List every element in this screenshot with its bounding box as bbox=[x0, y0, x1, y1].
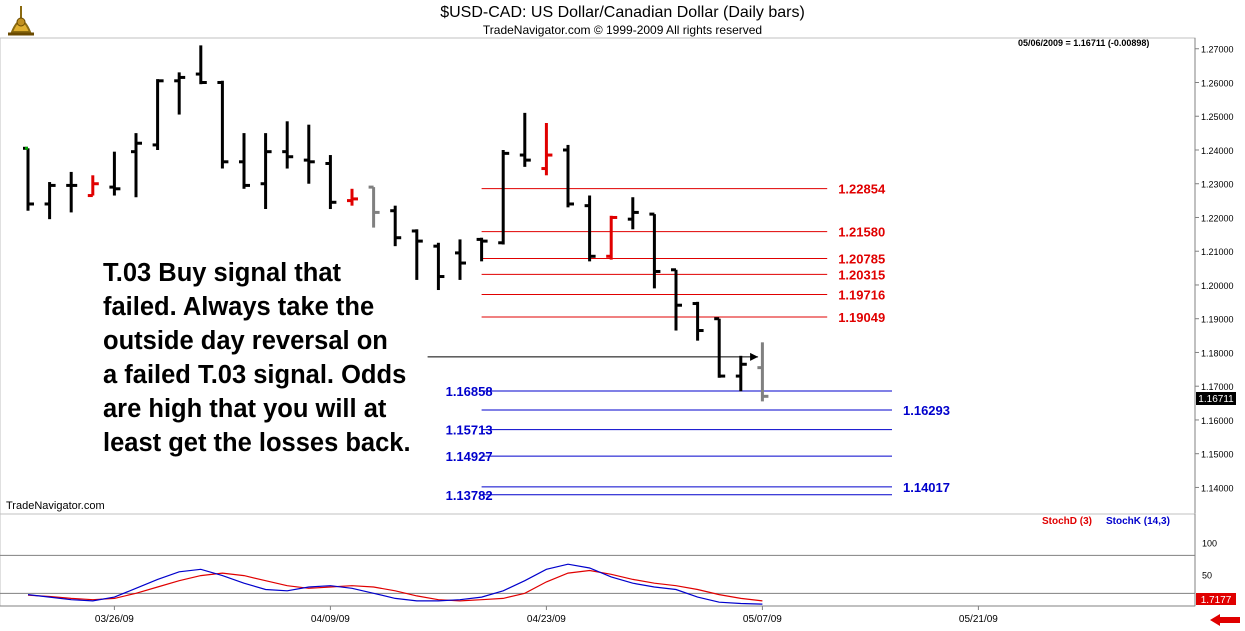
stoch-line-stochk bbox=[27, 563, 763, 605]
price-bar bbox=[735, 355, 747, 392]
level-label-1.19049: 1.19049 bbox=[838, 310, 885, 325]
price-bar bbox=[87, 175, 99, 198]
price-bar bbox=[519, 112, 531, 167]
price-bar bbox=[23, 146, 34, 211]
price-bar bbox=[584, 195, 596, 262]
price-tick-label: 1.15000 bbox=[1201, 450, 1234, 460]
stoch-last-label: 1.7177 bbox=[1201, 595, 1232, 606]
price-tick-label: 1.27000 bbox=[1201, 45, 1234, 55]
price-bar bbox=[757, 342, 769, 402]
legend-stochd: StochD (3) bbox=[1042, 516, 1092, 527]
legend-stochk: StochK (14,3) bbox=[1106, 516, 1170, 527]
level-label-1.14927: 1.14927 bbox=[446, 449, 493, 464]
price-tick-label: 1.20000 bbox=[1201, 281, 1234, 291]
price-tick-label: 1.16000 bbox=[1201, 416, 1234, 426]
price-bar bbox=[606, 215, 618, 260]
price-tick-label: 1.23000 bbox=[1201, 180, 1234, 190]
price-bar bbox=[714, 317, 726, 378]
price-tick-label: 1.21000 bbox=[1201, 247, 1234, 257]
price-bar bbox=[174, 72, 186, 115]
price-bar bbox=[455, 239, 466, 280]
sextant-logo-icon bbox=[8, 6, 34, 36]
price-bar bbox=[368, 185, 380, 228]
price-tick-label: 1.24000 bbox=[1201, 146, 1234, 156]
copyright-subtitle: TradeNavigator.com © 1999-2009 All right… bbox=[482, 23, 763, 37]
price-bar bbox=[671, 268, 682, 331]
scroll-left-arrow-icon[interactable] bbox=[1208, 613, 1242, 627]
price-bar bbox=[109, 151, 121, 196]
stoch-last-box bbox=[1196, 593, 1236, 605]
price-bar bbox=[44, 182, 56, 220]
level-label-1.22854: 1.22854 bbox=[838, 182, 886, 197]
pointer-arrow-head-icon bbox=[750, 352, 759, 361]
price-tick-label: 1.25000 bbox=[1201, 112, 1234, 122]
price-bar bbox=[411, 229, 423, 280]
price-bar bbox=[282, 121, 294, 169]
level-label-1.14017: 1.14017 bbox=[903, 480, 950, 495]
level-label-1.15713: 1.15713 bbox=[446, 423, 493, 438]
time-tick-label: 04/09/09 bbox=[311, 614, 350, 625]
price-bar bbox=[692, 301, 704, 341]
annotation-text: T.03 Buy signal that failed. Always take… bbox=[103, 259, 411, 457]
price-readout: 05/06/2009 = 1.16711 (-0.00898) bbox=[1018, 38, 1150, 48]
price-bar bbox=[498, 149, 510, 245]
price-bar bbox=[541, 122, 553, 176]
last-price-label: 1.16711 bbox=[1198, 394, 1234, 405]
stoch-tick-label: 50 bbox=[1202, 570, 1212, 580]
price-bar bbox=[217, 80, 229, 169]
price-bar bbox=[239, 133, 250, 189]
stoch-tick-label: 100 bbox=[1202, 539, 1217, 549]
time-tick-label: 03/26/09 bbox=[95, 614, 134, 625]
price-tick-label: 1.14000 bbox=[1201, 483, 1234, 493]
indicator-panel-border bbox=[0, 513, 1196, 607]
price-tick-label: 1.22000 bbox=[1201, 213, 1234, 223]
price-tick-label: 1.26000 bbox=[1201, 78, 1234, 88]
level-label-1.20315: 1.20315 bbox=[838, 267, 885, 282]
price-bar bbox=[195, 45, 207, 85]
price-bar bbox=[66, 171, 78, 213]
time-tick-label: 05/21/09 bbox=[959, 614, 998, 625]
price-tick-label: 1.19000 bbox=[1201, 315, 1234, 325]
time-tick-label: 05/07/09 bbox=[743, 614, 782, 625]
last-price-box bbox=[1196, 392, 1236, 405]
price-bar bbox=[303, 124, 315, 184]
price-tick-label: 1.17000 bbox=[1201, 382, 1234, 392]
price-bar bbox=[347, 188, 358, 206]
price-bar bbox=[563, 144, 574, 208]
level-label-1.13782: 1.13782 bbox=[446, 488, 493, 503]
price-bar bbox=[260, 133, 272, 210]
price-bar bbox=[390, 205, 402, 247]
price-bar bbox=[433, 242, 445, 291]
level-label-1.16858: 1.16858 bbox=[446, 384, 493, 399]
price-bar bbox=[476, 237, 488, 262]
price-bar bbox=[325, 155, 337, 210]
price-tick-label: 1.18000 bbox=[1201, 348, 1234, 358]
price-bar bbox=[627, 197, 639, 230]
price-bar bbox=[131, 133, 142, 198]
chart-title: $USD-CAD: US Dollar/Canadian Dollar (Dai… bbox=[440, 4, 805, 21]
level-label-1.20785: 1.20785 bbox=[838, 251, 885, 266]
stoch-line-stochd bbox=[27, 569, 763, 602]
price-bar bbox=[152, 79, 164, 150]
level-label-1.19716: 1.19716 bbox=[838, 288, 885, 303]
price-bar bbox=[649, 212, 661, 289]
time-tick-label: 04/23/09 bbox=[527, 614, 566, 625]
watermark-text: TradeNavigator.com bbox=[6, 500, 105, 512]
level-label-1.16293: 1.16293 bbox=[903, 403, 950, 418]
level-label-1.21580: 1.21580 bbox=[838, 225, 885, 240]
